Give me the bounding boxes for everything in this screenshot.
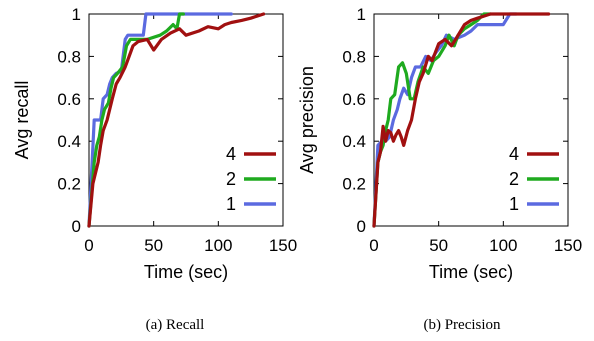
chart-panel-2: 0 0.2 0.4 0.6 0.8 1 0 50 100 150 Time (sec) Avg pre… (297, 5, 582, 333)
panel-caption: (a) Recall (146, 317, 205, 333)
series-line-2 (87, 12, 185, 228)
series-line-4 (372, 12, 551, 228)
y-tick-label: 0.8 (342, 47, 366, 66)
x-tick-label: 150 (554, 236, 582, 255)
y-tick-label: 0.4 (342, 132, 366, 151)
y-axis-label: Avg recall (12, 81, 32, 160)
series-line-1 (372, 12, 518, 228)
y-tick-label: 0.4 (57, 132, 81, 151)
x-axis-label: Time (sec) (144, 262, 228, 282)
y-tick-label: 1 (357, 5, 366, 24)
y-tick-label: 0.2 (57, 175, 81, 194)
x-tick-label: 100 (204, 236, 232, 255)
y-axis-label: Avg precision (297, 66, 317, 174)
x-tick-label: 100 (489, 236, 517, 255)
x-tick-label: 0 (84, 236, 93, 255)
plot-frame (88, 13, 284, 227)
y-tick-label: 0.6 (57, 90, 81, 109)
y-tick-label: 0.8 (57, 47, 81, 66)
legend-label-2: 2 (509, 169, 519, 189)
legend-label-4: 4 (509, 144, 519, 164)
legend-label-2: 2 (226, 169, 236, 189)
series-line-2 (372, 12, 492, 228)
legend-label-4: 4 (226, 144, 236, 164)
plot-frame (373, 13, 569, 227)
x-tick-label: 50 (429, 236, 448, 255)
x-axis-label: Time (sec) (429, 262, 513, 282)
y-tick-label: 0.2 (342, 175, 366, 194)
panel-caption: (b) Precision (423, 317, 501, 333)
x-tick-label: 150 (269, 236, 297, 255)
legend-label-1: 1 (509, 194, 519, 214)
x-tick-label: 0 (369, 236, 378, 255)
series-line-1 (87, 12, 233, 228)
legend-label-1: 1 (226, 194, 236, 214)
x-tick-label: 50 (144, 236, 163, 255)
y-tick-label: 0 (72, 217, 81, 236)
series-line-4 (87, 12, 266, 228)
y-tick-label: 0 (357, 217, 366, 236)
chart-panel-1: 0 0.2 0.4 0.6 0.8 1 0 50 100 150 Time (sec) Avg rec… (12, 5, 297, 333)
y-tick-label: 0.6 (342, 90, 366, 109)
y-tick-label: 1 (72, 5, 81, 24)
